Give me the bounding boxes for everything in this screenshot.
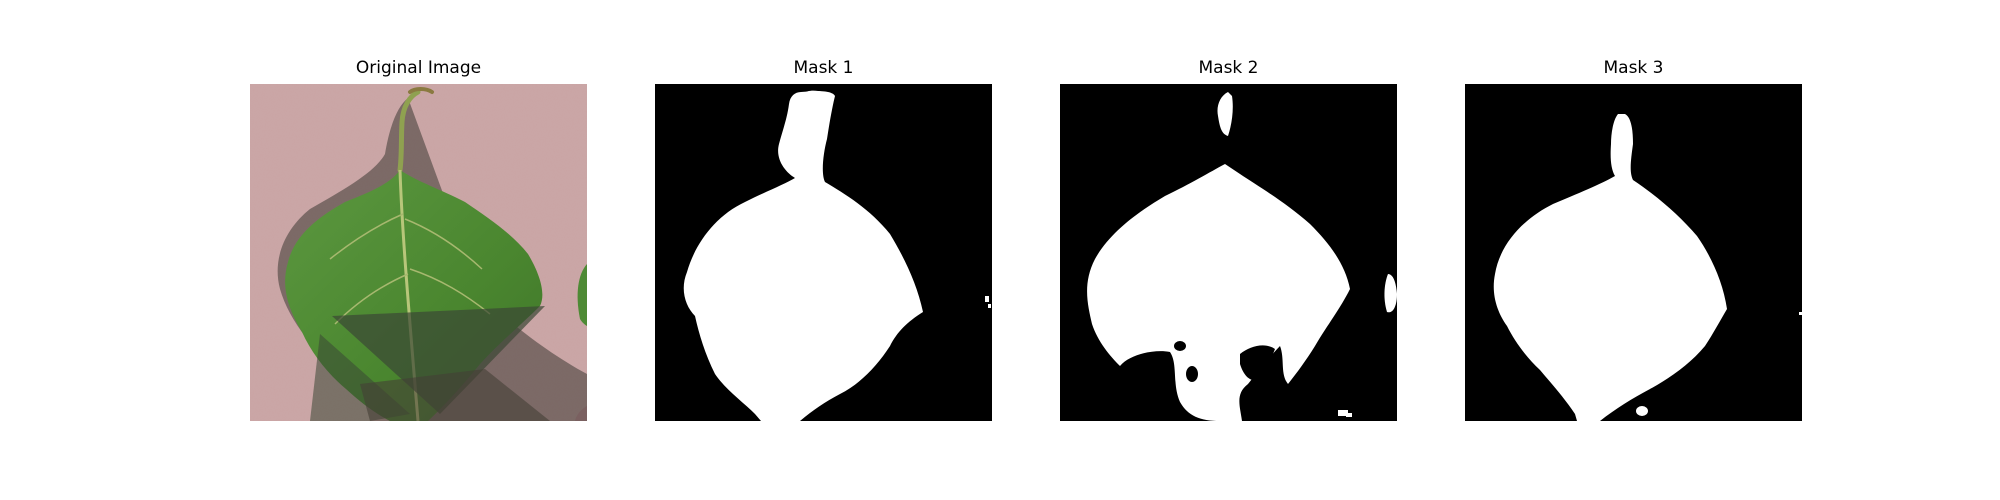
shadow-triangle (332, 306, 545, 414)
mask-3-speck (1636, 406, 1648, 416)
mask-1-speck (988, 304, 991, 308)
mask-1-stem-tip (803, 90, 823, 98)
mask-2-stem (1217, 92, 1233, 136)
mask-3-panel (1465, 84, 1802, 421)
mask-3-leaf (1493, 114, 1727, 421)
mask-3-image (1465, 84, 1802, 421)
original-image (250, 84, 587, 421)
leaf-stem (397, 89, 421, 173)
leaf-vein (404, 218, 483, 270)
mask-2-speck (1338, 410, 1348, 416)
mask-1-image (655, 84, 992, 421)
mask-2-image (1060, 84, 1397, 421)
mask-2-edge-blob (1384, 274, 1397, 313)
stem-tip (408, 87, 434, 94)
adjacent-leaf (577, 264, 587, 326)
mask-2-leaf (1087, 164, 1350, 421)
panel-title-mask-2: Mask 2 (1198, 58, 1259, 78)
panel-title-mask-3: Mask 3 (1603, 58, 1664, 78)
adjacent-leaf-shadow (575, 406, 587, 421)
panel-title-mask-1: Mask 1 (793, 58, 854, 78)
leaf-vein (329, 213, 404, 260)
shadow-triangle (360, 369, 550, 421)
mask-2-speck (1346, 413, 1352, 417)
mask-3-speck (1799, 312, 1802, 315)
mask-2-hole (1250, 384, 1275, 421)
mask-2-panel (1060, 84, 1397, 421)
mask-1-panel (655, 84, 992, 421)
panel-title-original: Original Image (355, 58, 482, 78)
mask-1-leaf (683, 91, 923, 421)
mask-2-hole (1240, 345, 1275, 381)
mask-2-hole (1186, 366, 1198, 382)
original-image-panel (250, 84, 587, 421)
mask-2-hole (1174, 341, 1186, 351)
leaf-vein (409, 268, 491, 315)
mask-1-speck (985, 296, 989, 302)
